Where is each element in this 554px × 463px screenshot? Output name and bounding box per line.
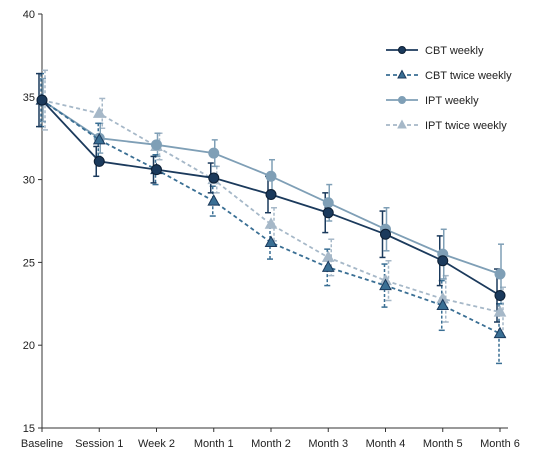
x-tick-label: Month 5 bbox=[423, 438, 463, 450]
y-tick-label: 15 bbox=[23, 423, 35, 435]
cbt-twice-weekly-point bbox=[92, 132, 106, 145]
cbt-weekly-point bbox=[494, 290, 506, 302]
cbt-weekly-point bbox=[380, 228, 391, 240]
y-tick-label: 20 bbox=[23, 340, 35, 352]
cbt-twice-weekly-point bbox=[321, 260, 335, 272]
cbt-weekly-point bbox=[36, 94, 48, 106]
ipt-weekly-point bbox=[151, 139, 162, 151]
y-tick-label: 30 bbox=[23, 175, 35, 187]
x-tick-label: Month 6 bbox=[480, 438, 520, 450]
cbt-weekly-point bbox=[208, 172, 220, 184]
legend-marker-ipt-twice-weekly bbox=[397, 119, 407, 129]
x-tick-label: Month 2 bbox=[251, 438, 291, 450]
cbt-weekly-point bbox=[322, 207, 334, 219]
legend-label-cbt-twice-weekly: CBT twice weekly bbox=[425, 70, 512, 82]
axes: 15 20 25 30 35 40 Baseline Session 1 Week 2 Month… bbox=[21, 9, 520, 450]
cbt-weekly-point bbox=[265, 189, 277, 201]
cbt-twice-weekly-point bbox=[379, 278, 392, 291]
legend-marker-cbt-weekly bbox=[398, 46, 406, 54]
error-bars bbox=[36, 69, 506, 365]
legend-marker-cbt-twice-weekly bbox=[397, 69, 407, 79]
cbt-twice-weekly-point bbox=[264, 235, 278, 248]
y-tick-label: 25 bbox=[23, 257, 35, 269]
ipt-weekly-point bbox=[208, 147, 220, 159]
x-tick-label: Baseline bbox=[21, 438, 63, 450]
ipt-twice-weekly-point bbox=[321, 250, 335, 262]
ipt-twice-weekly-point bbox=[493, 305, 507, 317]
x-tick-label: Week 2 bbox=[138, 438, 175, 450]
legend-marker-ipt-weekly bbox=[398, 96, 406, 104]
legend: CBT weekly CBT twice weekly IPT weekly IPT … bbox=[386, 45, 512, 132]
x-tick-label: Month 4 bbox=[366, 438, 406, 450]
ipt-twice-weekly-line bbox=[41, 99, 501, 313]
ipt-weekly-point bbox=[265, 170, 277, 182]
cbt-weekly-point bbox=[93, 155, 105, 167]
ipt-twice-weekly-point bbox=[264, 217, 278, 229]
x-tick-label: Month 3 bbox=[308, 438, 348, 450]
cbt-weekly-point bbox=[437, 255, 449, 267]
cbt-twice-weekly-point bbox=[436, 298, 450, 310]
y-tick-label: 40 bbox=[23, 9, 35, 21]
x-tick-label: Month 1 bbox=[194, 438, 234, 450]
legend-label-ipt-weekly: IPT weekly bbox=[425, 95, 479, 107]
cbt-twice-weekly-point bbox=[207, 194, 221, 206]
ipt-weekly-point bbox=[494, 268, 506, 280]
ipt-twice-weekly-point bbox=[92, 106, 106, 118]
series-lines bbox=[35, 93, 507, 339]
ipt-weekly-point bbox=[322, 197, 334, 209]
y-tick-label: 35 bbox=[23, 92, 35, 104]
cbt-twice-weekly-line bbox=[41, 99, 501, 335]
cbt-weekly-point bbox=[151, 164, 162, 176]
cbt-twice-weekly-point bbox=[493, 326, 507, 339]
legend-label-cbt-weekly: CBT weekly bbox=[425, 45, 484, 57]
legend-label-ipt-twice-weekly: IPT twice weekly bbox=[425, 120, 507, 132]
x-tick-label: Session 1 bbox=[75, 438, 123, 450]
